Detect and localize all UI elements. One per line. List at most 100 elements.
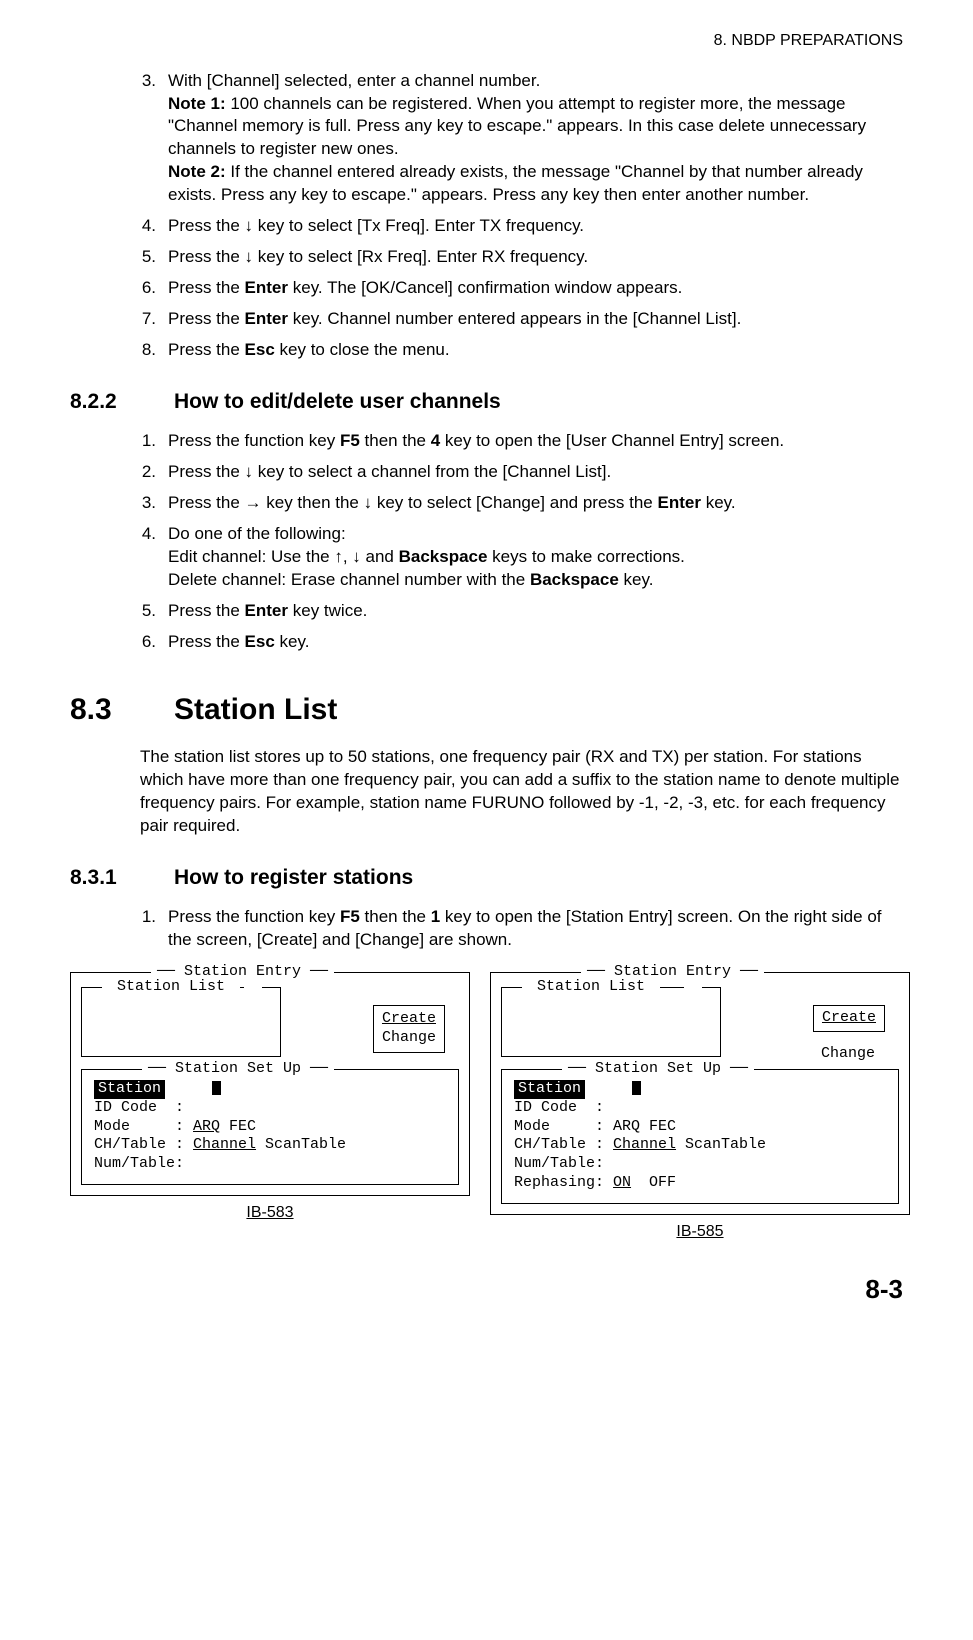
note-lead: Note 1: bbox=[168, 94, 230, 113]
page-header-chapter: 8. NBDP PREPARATIONS bbox=[70, 30, 903, 52]
list-item: 7. Press the Enter key. Channel number e… bbox=[140, 308, 903, 331]
t: Enter bbox=[245, 278, 288, 297]
t: ON bbox=[613, 1174, 631, 1191]
list-item: 6.Press the Esc key. bbox=[140, 631, 903, 654]
heading-number: 8.3.1 bbox=[70, 864, 174, 892]
create-option: Create bbox=[382, 1010, 436, 1029]
t: Press the bbox=[168, 309, 245, 328]
heading-title: How to register stations bbox=[174, 864, 413, 892]
list-number: 1. bbox=[140, 430, 168, 453]
t: CH/Table : bbox=[514, 1136, 613, 1153]
list-item: 5.Press the Enter key twice. bbox=[140, 600, 903, 623]
list-number: 6. bbox=[140, 631, 168, 654]
setup-row-numtable: Num/Table: bbox=[94, 1155, 446, 1174]
box-title-gap bbox=[684, 978, 702, 990]
list-item: 4. Press the ↓ key to select [Tx Freq]. … bbox=[140, 215, 903, 238]
t: Mode : bbox=[94, 1118, 193, 1135]
list-number: 1. bbox=[140, 906, 168, 952]
setup-row-station: Station bbox=[94, 1080, 446, 1099]
box-title-gap bbox=[244, 978, 262, 990]
list-item: 5. Press the ↓ key to select [Rx Freq]. … bbox=[140, 246, 903, 269]
heading-number: 8.2.2 bbox=[70, 388, 174, 416]
heading-number: 8.3 bbox=[70, 690, 174, 731]
list-822: 1.Press the function key F5 then the 4 k… bbox=[140, 430, 903, 654]
list-body: Press the function key F5 then the 4 key… bbox=[168, 430, 903, 453]
t: key to close the menu. bbox=[275, 340, 450, 359]
create-change-box: Create Change bbox=[813, 1005, 885, 1067]
setup-row-id: ID Code : bbox=[514, 1099, 886, 1118]
note-lead: Note 2: bbox=[168, 162, 230, 181]
page-number: 8-3 bbox=[70, 1272, 903, 1307]
figure-caption: IB-583 bbox=[70, 1202, 470, 1224]
figure-ib585: ── Station Entry ── Station List Create … bbox=[490, 972, 910, 1242]
station-entry-window: ── Station Entry ── Station List Create … bbox=[490, 972, 910, 1215]
list-number: 2. bbox=[140, 461, 168, 484]
t: Press the bbox=[168, 340, 245, 359]
heading-822: 8.2.2 How to edit/delete user channels bbox=[70, 388, 903, 416]
setup-row-station: Station bbox=[514, 1080, 886, 1099]
setup-row-id: ID Code : bbox=[94, 1099, 446, 1118]
list-body: Press the Enter key twice. bbox=[168, 600, 903, 623]
list-note: Note 2: If the channel entered already e… bbox=[168, 161, 903, 207]
t: key. The [OK/Cancel] confirmation window… bbox=[288, 278, 682, 297]
list-number: 8. bbox=[140, 339, 168, 362]
list-item: 8. Press the Esc key to close the menu. bbox=[140, 339, 903, 362]
figure-ib583: ── Station Entry ── Station List Create … bbox=[70, 972, 470, 1242]
list-item: 3. With [Channel] selected, enter a chan… bbox=[140, 70, 903, 208]
section-intro: The station list stores up to 50 station… bbox=[140, 746, 903, 838]
station-list-box: Station List bbox=[81, 987, 281, 1057]
list-line: With [Channel] selected, enter a channel… bbox=[168, 70, 903, 93]
heading-831: 8.3.1 How to register stations bbox=[70, 864, 903, 892]
t: ScanTable bbox=[256, 1136, 346, 1153]
box-title: Station List bbox=[102, 978, 240, 997]
t: Channel bbox=[613, 1136, 676, 1153]
setup-row-mode: Mode : ARQ FEC bbox=[514, 1118, 886, 1137]
setup-row-rephasing: Rephasing: ON OFF bbox=[514, 1174, 886, 1193]
list-body: Press the Esc key. bbox=[168, 631, 903, 654]
list-body: Press the ↓ key to select a channel from… bbox=[168, 461, 903, 484]
list-number: 3. bbox=[140, 492, 168, 515]
list-number: 7. bbox=[140, 308, 168, 331]
station-field-selected: Station bbox=[514, 1080, 585, 1099]
change-option: Change bbox=[382, 1029, 436, 1048]
cursor-icon bbox=[212, 1081, 221, 1095]
box-title: ── Station Set Up ── bbox=[142, 1060, 334, 1079]
list-note: Note 1: 100 channels can be registered. … bbox=[168, 93, 903, 162]
list-number: 5. bbox=[140, 246, 168, 269]
t: Station Set Up bbox=[595, 1060, 721, 1077]
list-item: 3.Press the → key then the ↓ key to sele… bbox=[140, 492, 903, 515]
list-number: 5. bbox=[140, 600, 168, 623]
setup-row-chtable: CH/Table : Channel ScanTable bbox=[514, 1136, 886, 1155]
t: FEC bbox=[220, 1118, 256, 1135]
t: Enter bbox=[245, 309, 288, 328]
station-setup-box: ── Station Set Up ── Station ID Code : M… bbox=[81, 1069, 459, 1185]
list-number: 4. bbox=[140, 523, 168, 592]
note-text: If the channel entered already exists, t… bbox=[168, 162, 863, 204]
t: key. Channel number entered appears in t… bbox=[288, 309, 741, 328]
setup-row-chtable: CH/Table : Channel ScanTable bbox=[94, 1136, 446, 1155]
list-number: 3. bbox=[140, 70, 168, 208]
figure-caption: IB-585 bbox=[490, 1221, 910, 1243]
note-text: 100 channels can be registered. When you… bbox=[168, 94, 866, 159]
list-number: 6. bbox=[140, 277, 168, 300]
setup-row-mode: Mode : ARQ FEC bbox=[94, 1118, 446, 1137]
list-body: Press the ↓ key to select [Rx Freq]. Ent… bbox=[168, 246, 903, 269]
heading-83: 8.3 Station List bbox=[70, 690, 903, 731]
list-item: 2.Press the ↓ key to select a channel fr… bbox=[140, 461, 903, 484]
t: OFF bbox=[631, 1174, 676, 1191]
box-title: Station List bbox=[522, 978, 660, 997]
list-continuation: 3. With [Channel] selected, enter a chan… bbox=[140, 70, 903, 362]
list-body: Press the ↓ key to select [Tx Freq]. Ent… bbox=[168, 215, 903, 238]
station-entry-window: ── Station Entry ── Station List Create … bbox=[70, 972, 470, 1196]
list-body: With [Channel] selected, enter a channel… bbox=[168, 70, 903, 208]
list-body: Press the → key then the ↓ key to select… bbox=[168, 492, 903, 515]
list-831: 1.Press the function key F5 then the 1 k… bbox=[140, 906, 903, 952]
t: Press the bbox=[168, 278, 245, 297]
setup-row-numtable: Num/Table: bbox=[514, 1155, 886, 1174]
list-number: 4. bbox=[140, 215, 168, 238]
heading-title: How to edit/delete user channels bbox=[174, 388, 501, 416]
t: Station Set Up bbox=[175, 1060, 301, 1077]
box-title: ── Station Set Up ── bbox=[562, 1060, 754, 1079]
list-body: Do one of the following:Edit channel: Us… bbox=[168, 523, 903, 592]
figures-row: ── Station Entry ── Station List Create … bbox=[70, 972, 903, 1242]
